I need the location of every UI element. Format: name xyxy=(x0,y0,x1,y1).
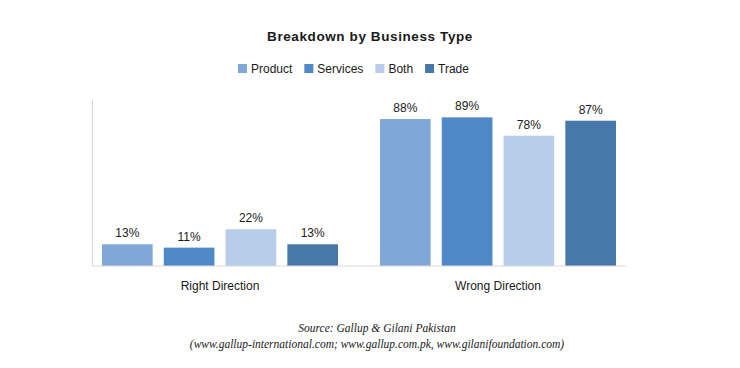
data-label: 78% xyxy=(517,118,541,132)
x-tick-label: Right Direction xyxy=(181,279,260,293)
legend: Product Services Both Trade xyxy=(238,62,469,76)
legend-label: Product xyxy=(251,62,293,76)
data-label: 22% xyxy=(239,211,263,225)
bar xyxy=(442,117,493,266)
title: Breakdown by Business Type xyxy=(267,29,473,44)
legend-swatch xyxy=(304,64,313,73)
x-axis: Right Direction Wrong Direction xyxy=(92,266,626,293)
legend-swatch xyxy=(425,64,434,73)
y-axis xyxy=(92,100,93,267)
data-label: 13% xyxy=(115,226,139,240)
legend-swatch xyxy=(238,64,247,73)
data-label: 89% xyxy=(455,99,479,113)
legend-label: Both xyxy=(388,62,413,76)
legend-label: Services xyxy=(317,62,363,76)
source-note: Source: Gallup & Gilani Pakistan xyxy=(298,322,456,335)
bars xyxy=(102,117,616,266)
legend-label: Trade xyxy=(438,62,469,76)
bar xyxy=(226,229,277,266)
legend-item: Services xyxy=(304,62,363,76)
x-axis-line xyxy=(92,266,626,267)
data-labels: 13% 88% 11% 89% 22% 78% 13% 87% xyxy=(115,99,603,243)
x-tick: Wrong Direction xyxy=(455,279,541,293)
source-note: (www.gallup-international.com; www.gallu… xyxy=(190,338,565,351)
bar xyxy=(287,244,338,266)
legend-item: Both xyxy=(375,62,413,76)
data-label: 87% xyxy=(579,103,603,117)
legend-swatch xyxy=(375,64,384,73)
y-axis-line xyxy=(92,100,93,267)
chart: Breakdown by Business Type Product Service… xyxy=(0,0,740,368)
x-tick-label: Wrong Direction xyxy=(455,279,541,293)
bar xyxy=(504,136,555,266)
x-tick: Right Direction xyxy=(181,279,260,293)
bar xyxy=(380,119,431,266)
bar xyxy=(565,121,616,266)
data-label: 11% xyxy=(178,230,201,244)
legend-item: Trade xyxy=(425,62,469,76)
data-label: 13% xyxy=(301,226,325,240)
bar xyxy=(164,248,215,266)
bar xyxy=(102,244,153,266)
data-label: 88% xyxy=(393,101,417,115)
legend-item: Product xyxy=(238,62,293,76)
